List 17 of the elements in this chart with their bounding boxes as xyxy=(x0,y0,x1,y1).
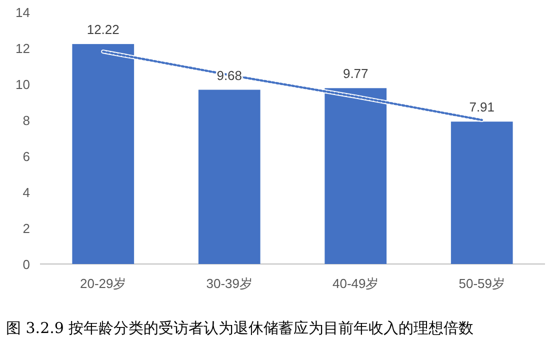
y-tick-label: 0 xyxy=(22,257,30,272)
x-tick-label: 20-29岁 xyxy=(80,276,126,291)
bar xyxy=(450,122,513,264)
y-tick-label: 6 xyxy=(22,149,30,164)
x-tick-label: 40-49岁 xyxy=(332,276,379,291)
x-tick-label: 30-39岁 xyxy=(206,276,252,291)
y-tick-label: 10 xyxy=(16,77,30,92)
x-tick-label: 50-59岁 xyxy=(458,276,505,291)
y-tick-label: 2 xyxy=(22,221,30,236)
y-tick-label: 14 xyxy=(16,5,30,20)
y-tick-label: 8 xyxy=(22,113,30,128)
text: 图 3.2.9 按年龄分类的受访者认为退休储蓄应为目前年收入的理想倍数 xyxy=(6,319,474,337)
bar xyxy=(198,90,260,264)
bar xyxy=(324,88,387,264)
bar xyxy=(72,44,134,264)
y-tick-label: 4 xyxy=(22,185,30,200)
y-tick-label: 12 xyxy=(16,41,30,56)
